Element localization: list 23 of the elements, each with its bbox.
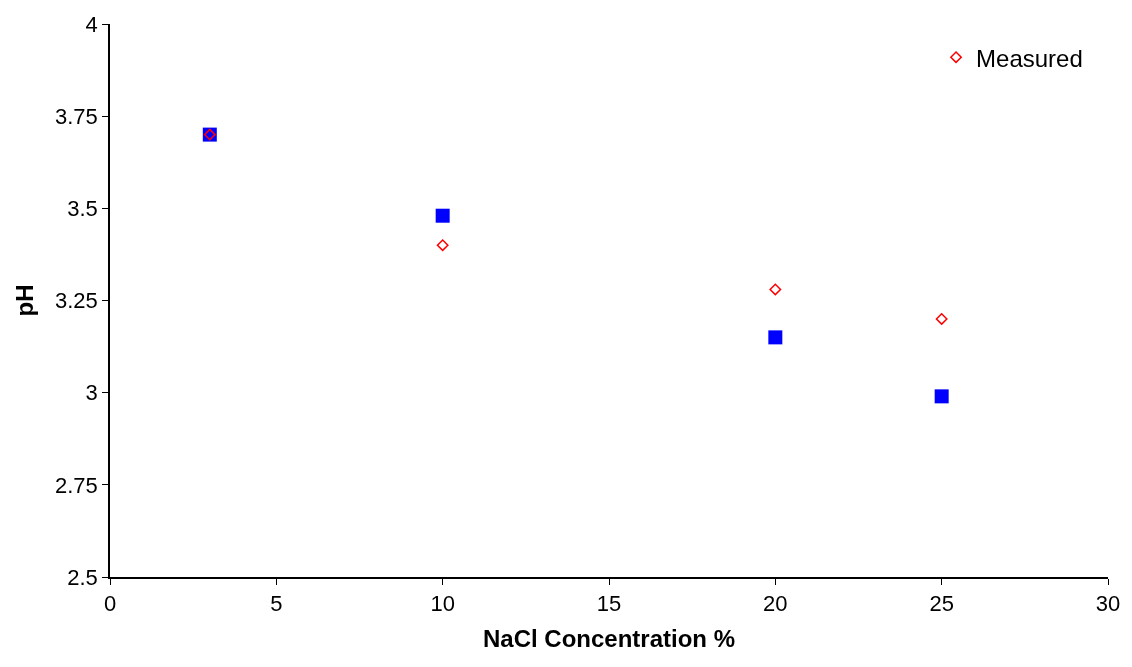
x-tick-label: 20 xyxy=(763,591,788,617)
x-tick-label: 0 xyxy=(103,591,117,617)
x-tick-label: 25 xyxy=(929,591,954,617)
y-axis-title: pH xyxy=(10,284,38,317)
point xyxy=(935,312,948,325)
y-tick-label: 3 xyxy=(85,380,98,406)
x-tick-label: 30 xyxy=(1095,591,1121,617)
y-tick-label: 4 xyxy=(85,11,98,37)
x-tick-label: 10 xyxy=(430,591,455,617)
legend-label: Measured xyxy=(976,44,1083,72)
y-tick-label: 2.75 xyxy=(55,472,98,498)
y-tick-label: 3.75 xyxy=(55,103,98,129)
y-tick-label: 3.5 xyxy=(67,196,98,222)
point xyxy=(769,283,782,296)
point xyxy=(768,330,783,345)
point xyxy=(435,208,450,223)
x-axis-title: NaCl Concentration % xyxy=(482,624,736,652)
y-tick-label: 2.5 xyxy=(67,564,98,590)
x-tick-label: 15 xyxy=(596,591,622,617)
point xyxy=(436,239,449,252)
x-tick-label: 5 xyxy=(270,591,283,617)
y-tick-label: 3.25 xyxy=(55,288,98,314)
point xyxy=(934,389,949,404)
